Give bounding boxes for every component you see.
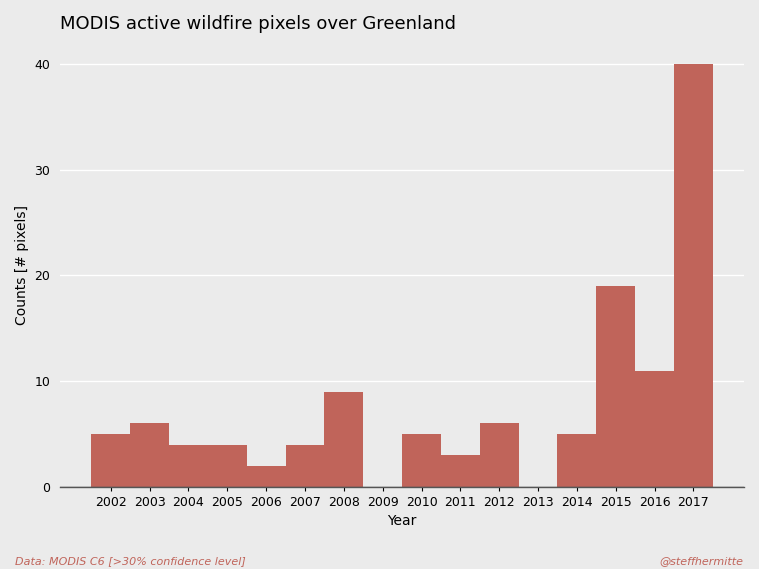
Bar [402,434,441,487]
Bar [324,391,364,487]
Text: MODIS active wildfire pixels over Greenland: MODIS active wildfire pixels over Greenl… [60,15,456,33]
Y-axis label: Counts [# pixels]: Counts [# pixels] [15,205,29,325]
Bar [441,455,480,487]
Bar [91,434,130,487]
Bar [674,64,713,487]
Bar [558,434,597,487]
Bar [597,286,635,487]
Text: Data: MODIS C6 [>30% confidence level]: Data: MODIS C6 [>30% confidence level] [15,556,246,566]
Bar [208,444,247,487]
Bar [285,444,324,487]
Text: @steffhermitte: @steffhermitte [660,556,744,566]
Bar [480,423,518,487]
Bar [247,465,285,487]
X-axis label: Year: Year [387,514,417,529]
Bar [130,423,169,487]
Bar [635,370,674,487]
Bar [169,444,208,487]
